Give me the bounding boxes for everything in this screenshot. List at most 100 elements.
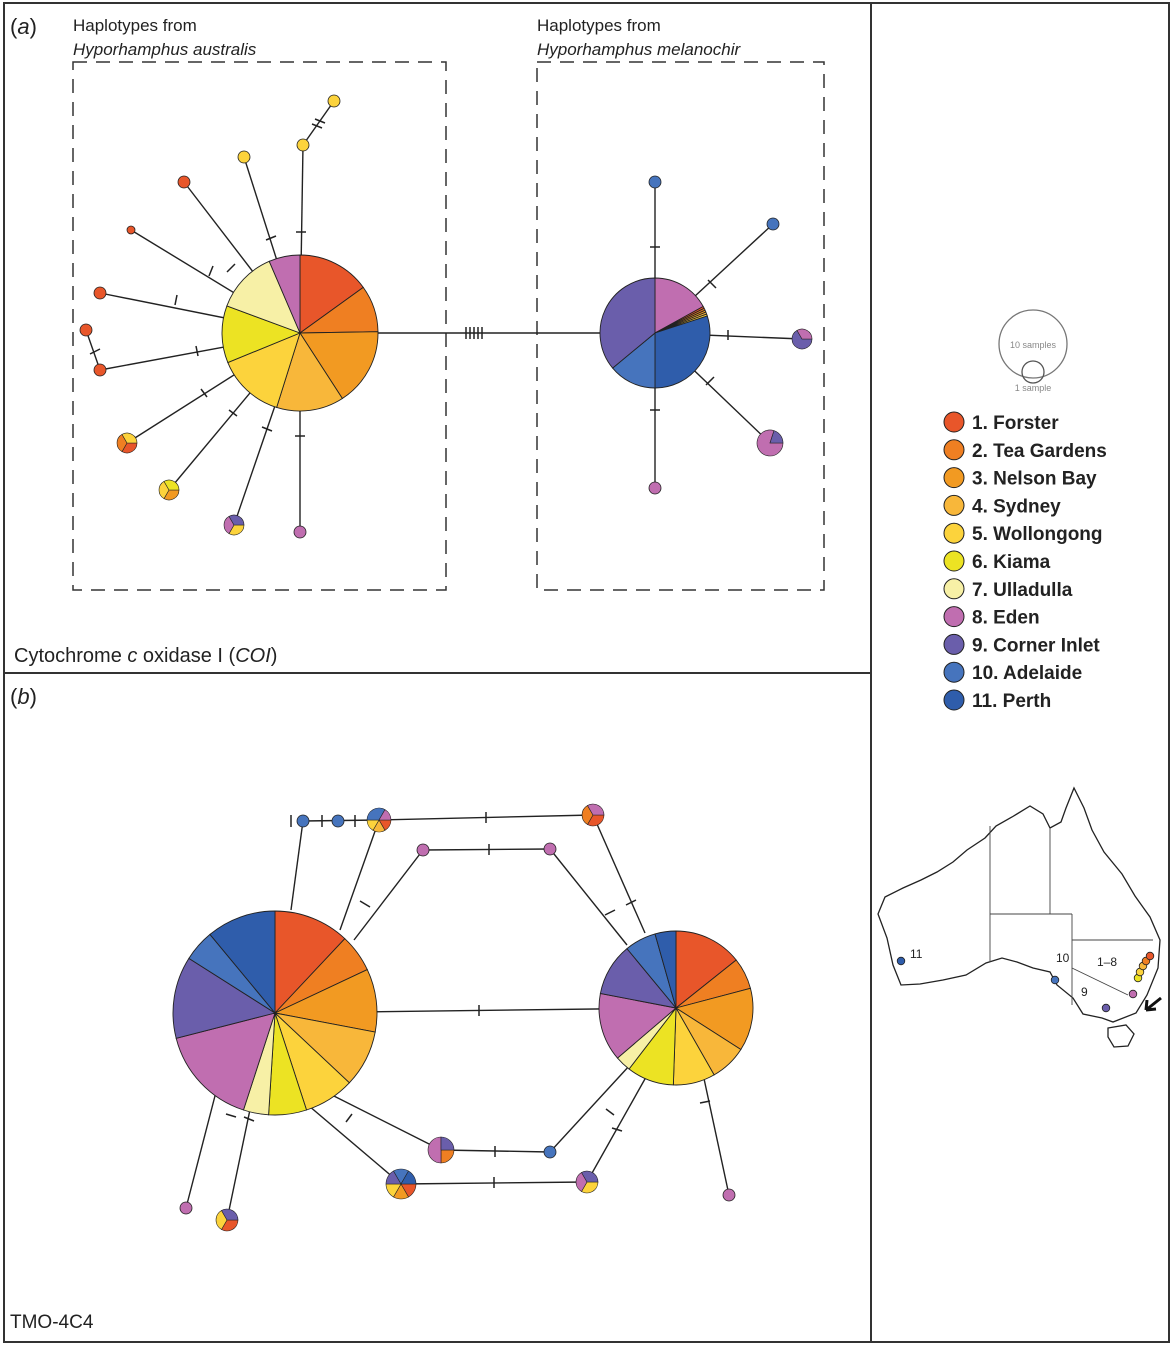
haplotype-node (172, 910, 378, 1116)
haplotype-node (158, 479, 180, 501)
legend-swatch (943, 606, 965, 628)
population-legend: 1. Forster 2. Tea Gardens 3. Nelson Bay 4. … (943, 411, 1107, 712)
group2-title: Haplotypes from (537, 16, 661, 35)
legend-label: 3. Nelson Bay (972, 469, 1097, 490)
haplotype-node (293, 525, 307, 539)
legend-swatch (943, 633, 965, 655)
haplotype-node (385, 1168, 417, 1200)
map-label-10: 10 (1056, 951, 1070, 965)
pie-slice (299, 331, 379, 400)
haplotype-node (581, 803, 605, 827)
legend-swatch (943, 550, 965, 572)
scale-small-label: 1 sample (1015, 383, 1052, 393)
haplotype-node (237, 150, 251, 164)
svg-text:(b): (b) (10, 684, 37, 709)
pie-slice (177, 175, 191, 189)
pie-slice (299, 254, 364, 334)
pie-slice (654, 930, 677, 1009)
haplotype-node (648, 175, 662, 189)
pie-slice (163, 479, 180, 491)
legend-label: 7. Ulladulla (972, 580, 1073, 601)
haplotype-node (543, 842, 557, 856)
sampling-sites (896, 951, 1155, 1013)
haplotype-node (543, 1145, 557, 1159)
location-arrow-icon (1144, 996, 1162, 1012)
pie-slice (400, 1170, 417, 1185)
legend-swatch (943, 411, 965, 433)
legend-swatch (943, 578, 965, 600)
panel-a: (a) Haplotypes from Hyporhamphus austral… (10, 14, 825, 591)
pie-slice (274, 910, 346, 1015)
pie-slice (581, 805, 594, 825)
pie-slice (296, 138, 310, 152)
pie-slice (599, 277, 656, 369)
haplotype-node (221, 254, 379, 412)
pie-slice (228, 514, 245, 526)
haplotype-node (599, 277, 711, 389)
group2-box (536, 61, 825, 591)
pie-slice (221, 1208, 239, 1221)
pie-slice (79, 323, 93, 337)
pie-slice (674, 987, 754, 1051)
haplotype-node (177, 175, 191, 189)
size-scale: 10 samples 1 sample (998, 309, 1068, 393)
pie-slice (268, 254, 301, 334)
pie-slice (227, 332, 301, 408)
haplotype-node (366, 807, 392, 833)
legend-label: 10. Adelaide (972, 663, 1082, 684)
haplotype-node (791, 328, 813, 350)
pie-slice (175, 1012, 276, 1111)
pie-slice (93, 286, 107, 300)
pie-slice (587, 803, 605, 816)
pie-slice (93, 363, 107, 377)
haplotype-node (296, 814, 310, 828)
legend-label: 5. Wollongong (972, 524, 1103, 545)
pie-slice (331, 814, 345, 828)
pie-slice (293, 525, 307, 539)
legend-label: 1. Forster (972, 413, 1059, 434)
haplotype-node (126, 225, 136, 235)
legend-label: 4. Sydney (972, 496, 1061, 517)
scale-large-label: 10 samples (1010, 340, 1057, 350)
pie-slice (209, 910, 276, 1015)
map-label-9: 9 (1081, 985, 1088, 999)
pie-slice (675, 930, 737, 1009)
pie-slice (575, 1172, 588, 1192)
haplotype-node (756, 429, 784, 457)
panel-a-marker: Cytochrome c oxidase I (COI) (14, 645, 277, 667)
legend-swatch (943, 494, 965, 516)
pie-slice (769, 430, 784, 444)
panel-b-marker: TMO-4C4 (10, 1312, 94, 1333)
pie-slice (654, 277, 704, 334)
svg-text:(a): (a) (10, 14, 37, 39)
pie-slice (440, 1149, 455, 1164)
legend-label: 8. Eden (972, 608, 1040, 629)
pie-slice (215, 1210, 228, 1230)
pie-slice (226, 260, 301, 334)
haplotype-node (93, 286, 107, 300)
haplotype-node (598, 930, 754, 1086)
haplotype-nodes (79, 94, 813, 1232)
haplotype-node (93, 363, 107, 377)
haplotype-node (79, 323, 93, 337)
pie-slice (648, 175, 662, 189)
legend-swatch (943, 689, 965, 711)
group1-species: Hyporhamphus australis (73, 40, 257, 59)
legend-label: 9. Corner Inlet (972, 635, 1100, 656)
legend-swatch (943, 522, 965, 544)
pie-slice (648, 481, 662, 495)
pie-slice (543, 842, 557, 856)
haplotype-node (416, 843, 430, 857)
pie-slice (378, 809, 392, 821)
legend-label: 6. Kiama (972, 552, 1051, 573)
haplotype-node (575, 1170, 599, 1194)
group2-species: Hyporhamphus melanochir (537, 40, 741, 59)
legend-panel-frame (870, 2, 1170, 1343)
haplotype-node (116, 432, 138, 454)
pie-slice (172, 957, 277, 1039)
group1-title: Haplotypes from (73, 16, 197, 35)
pie-slice (598, 992, 678, 1059)
pie-slice (237, 150, 251, 164)
pie-slice (327, 94, 341, 108)
